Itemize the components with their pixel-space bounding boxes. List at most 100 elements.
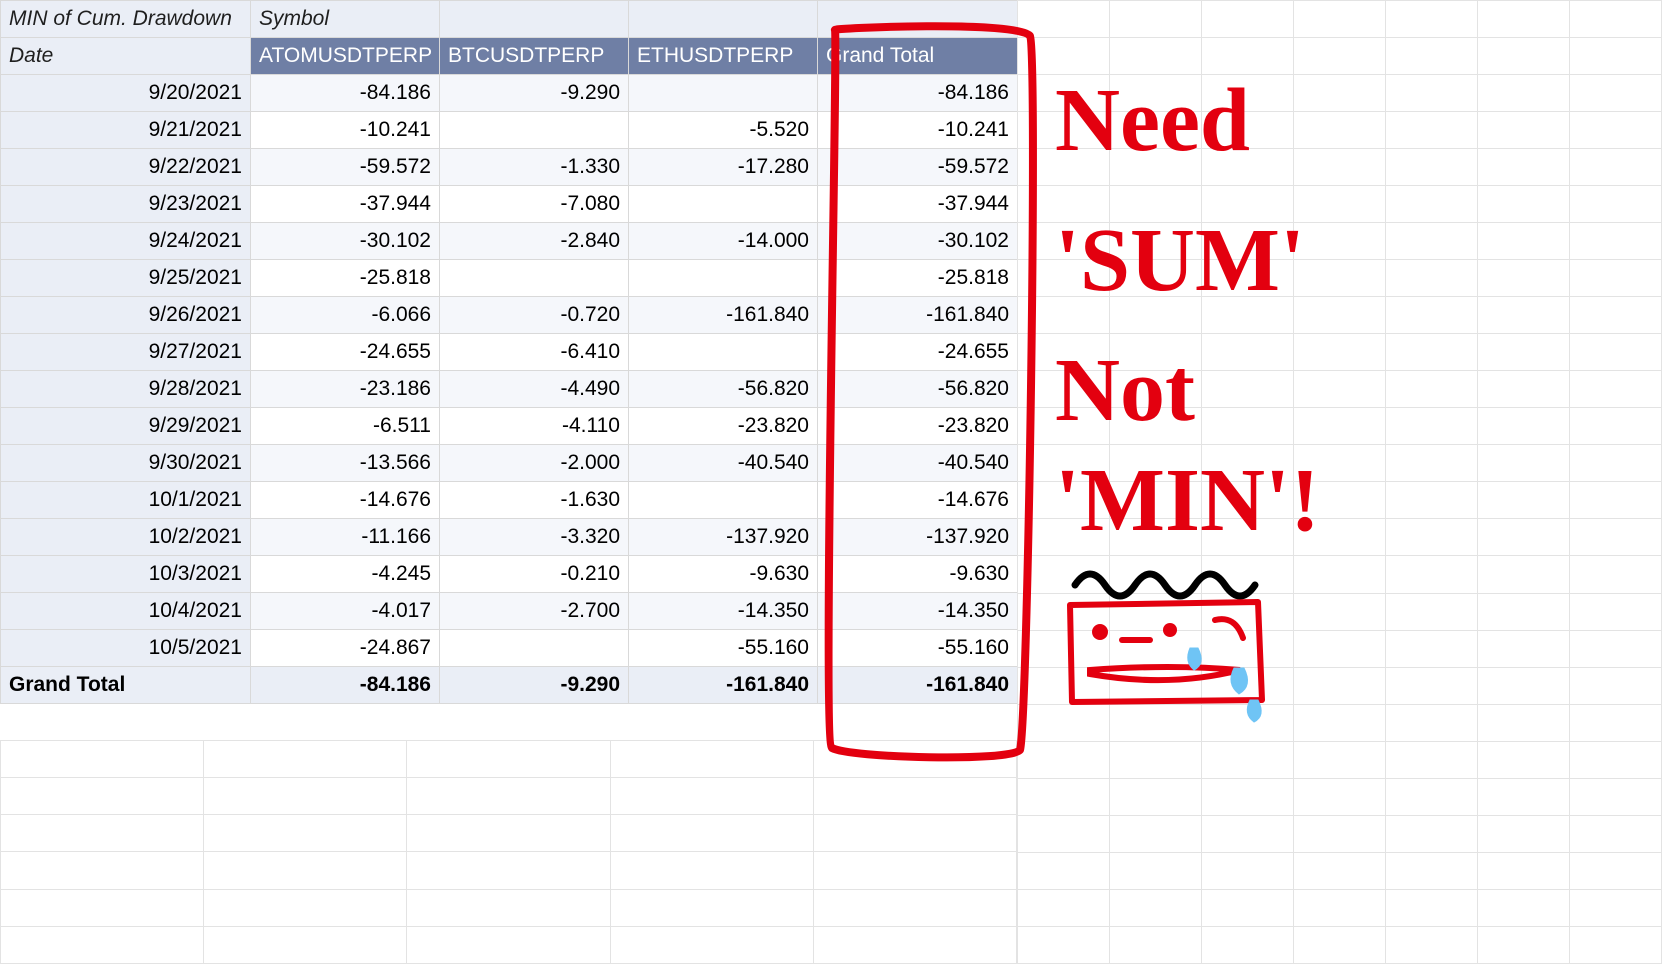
- row-total-cell[interactable]: -56.820: [818, 371, 1018, 408]
- value-cell[interactable]: -4.245: [251, 556, 440, 593]
- empty-cell[interactable]: [813, 926, 1016, 963]
- empty-cell[interactable]: [1294, 741, 1386, 778]
- empty-cell[interactable]: [204, 815, 407, 852]
- grand-total-cell[interactable]: -161.840: [629, 667, 818, 704]
- empty-cell[interactable]: [1294, 149, 1386, 186]
- value-cell[interactable]: -3.320: [440, 519, 629, 556]
- empty-cell[interactable]: [1294, 75, 1386, 112]
- pivot-table[interactable]: MIN of Cum. DrawdownSymbolDateATOMUSDTPE…: [0, 0, 1018, 704]
- empty-cell[interactable]: [1202, 704, 1294, 741]
- empty-cell[interactable]: [1294, 186, 1386, 223]
- value-cell[interactable]: -2.700: [440, 593, 629, 630]
- value-cell[interactable]: -25.818: [251, 260, 440, 297]
- empty-cell[interactable]: [1018, 704, 1110, 741]
- empty-cell[interactable]: [813, 852, 1016, 889]
- value-cell[interactable]: -24.655: [251, 334, 440, 371]
- empty-cell[interactable]: [1202, 149, 1294, 186]
- empty-cell[interactable]: [1478, 186, 1570, 223]
- empty-cell[interactable]: [1570, 75, 1662, 112]
- table-row[interactable]: 10/2/2021-11.166-3.320-137.920-137.920: [1, 519, 1018, 556]
- empty-cell[interactable]: [1294, 556, 1386, 593]
- empty-cell[interactable]: [1202, 519, 1294, 556]
- value-cell[interactable]: -161.840: [629, 297, 818, 334]
- empty-cell[interactable]: [1110, 556, 1202, 593]
- date-cell[interactable]: 9/24/2021: [1, 223, 251, 260]
- row-total-cell[interactable]: -137.920: [818, 519, 1018, 556]
- empty-cell[interactable]: [1294, 260, 1386, 297]
- empty-cell[interactable]: [1018, 667, 1110, 704]
- table-row[interactable]: 9/27/2021-24.655-6.410-24.655: [1, 334, 1018, 371]
- empty-cell[interactable]: [1294, 408, 1386, 445]
- empty-cell[interactable]: [610, 926, 813, 963]
- empty-cell[interactable]: [1570, 482, 1662, 519]
- value-cell[interactable]: -6.511: [251, 408, 440, 445]
- empty-cell[interactable]: [1018, 556, 1110, 593]
- grand-total-row[interactable]: Grand Total-84.186-9.290-161.840-161.840: [1, 667, 1018, 704]
- row-total-cell[interactable]: -37.944: [818, 186, 1018, 223]
- empty-cell[interactable]: [1110, 741, 1202, 778]
- row-total-cell[interactable]: -161.840: [818, 297, 1018, 334]
- empty-cell[interactable]: [1202, 667, 1294, 704]
- empty-cell[interactable]: [1478, 741, 1570, 778]
- empty-cell[interactable]: [1478, 112, 1570, 149]
- empty-cell[interactable]: [1202, 778, 1294, 815]
- empty-cell[interactable]: [1570, 741, 1662, 778]
- empty-cell[interactable]: [1386, 38, 1478, 75]
- pivot-header-blank[interactable]: [629, 1, 818, 38]
- empty-cell[interactable]: [1, 741, 204, 778]
- value-cell[interactable]: -14.350: [629, 593, 818, 630]
- grand-total-cell[interactable]: -84.186: [251, 667, 440, 704]
- empty-cell[interactable]: [1478, 519, 1570, 556]
- value-cell[interactable]: -55.160: [629, 630, 818, 667]
- empty-cell[interactable]: [1110, 482, 1202, 519]
- empty-cell[interactable]: [1018, 630, 1110, 667]
- empty-cell[interactable]: [1478, 371, 1570, 408]
- pivot-col-header[interactable]: BTCUSDTPERP: [440, 38, 629, 75]
- date-cell[interactable]: 9/25/2021: [1, 260, 251, 297]
- empty-cell[interactable]: [1478, 704, 1570, 741]
- date-cell[interactable]: 10/2/2021: [1, 519, 251, 556]
- value-cell[interactable]: -0.720: [440, 297, 629, 334]
- empty-cell[interactable]: [1386, 667, 1478, 704]
- empty-cell[interactable]: [1018, 186, 1110, 223]
- empty-cell[interactable]: [1018, 778, 1110, 815]
- value-cell[interactable]: [629, 186, 818, 223]
- empty-cell[interactable]: [1, 889, 204, 926]
- empty-cell[interactable]: [1110, 408, 1202, 445]
- empty-cell[interactable]: [1202, 371, 1294, 408]
- table-row[interactable]: 9/30/2021-13.566-2.000-40.540-40.540: [1, 445, 1018, 482]
- grand-total-cell[interactable]: -161.840: [818, 667, 1018, 704]
- empty-cell[interactable]: [1, 852, 204, 889]
- value-cell[interactable]: -37.944: [251, 186, 440, 223]
- empty-cell[interactable]: [1386, 704, 1478, 741]
- empty-cell[interactable]: [1386, 815, 1478, 852]
- empty-cell[interactable]: [1386, 371, 1478, 408]
- value-cell[interactable]: -56.820: [629, 371, 818, 408]
- empty-cell[interactable]: [1110, 667, 1202, 704]
- empty-cell[interactable]: [1202, 297, 1294, 334]
- empty-cell[interactable]: [1478, 815, 1570, 852]
- value-cell[interactable]: -84.186: [251, 75, 440, 112]
- empty-cell[interactable]: [1110, 778, 1202, 815]
- value-cell[interactable]: [440, 630, 629, 667]
- empty-cell[interactable]: [1018, 297, 1110, 334]
- value-cell[interactable]: -9.630: [629, 556, 818, 593]
- empty-cell[interactable]: [1386, 112, 1478, 149]
- empty-cell[interactable]: [1294, 297, 1386, 334]
- empty-cell[interactable]: [1386, 519, 1478, 556]
- empty-cell[interactable]: [1110, 1, 1202, 38]
- empty-cell[interactable]: [1386, 186, 1478, 223]
- row-total-cell[interactable]: -23.820: [818, 408, 1018, 445]
- empty-cell[interactable]: [1202, 593, 1294, 630]
- empty-cell[interactable]: [1202, 556, 1294, 593]
- empty-cell[interactable]: [1478, 223, 1570, 260]
- empty-cell[interactable]: [1478, 593, 1570, 630]
- value-cell[interactable]: -14.000: [629, 223, 818, 260]
- empty-cell[interactable]: [1386, 630, 1478, 667]
- empty-cell[interactable]: [1110, 630, 1202, 667]
- empty-cell[interactable]: [610, 741, 813, 778]
- empty-cell[interactable]: [1018, 1, 1110, 38]
- empty-cell[interactable]: [1386, 593, 1478, 630]
- empty-cell[interactable]: [1110, 704, 1202, 741]
- empty-cell[interactable]: [1478, 1, 1570, 38]
